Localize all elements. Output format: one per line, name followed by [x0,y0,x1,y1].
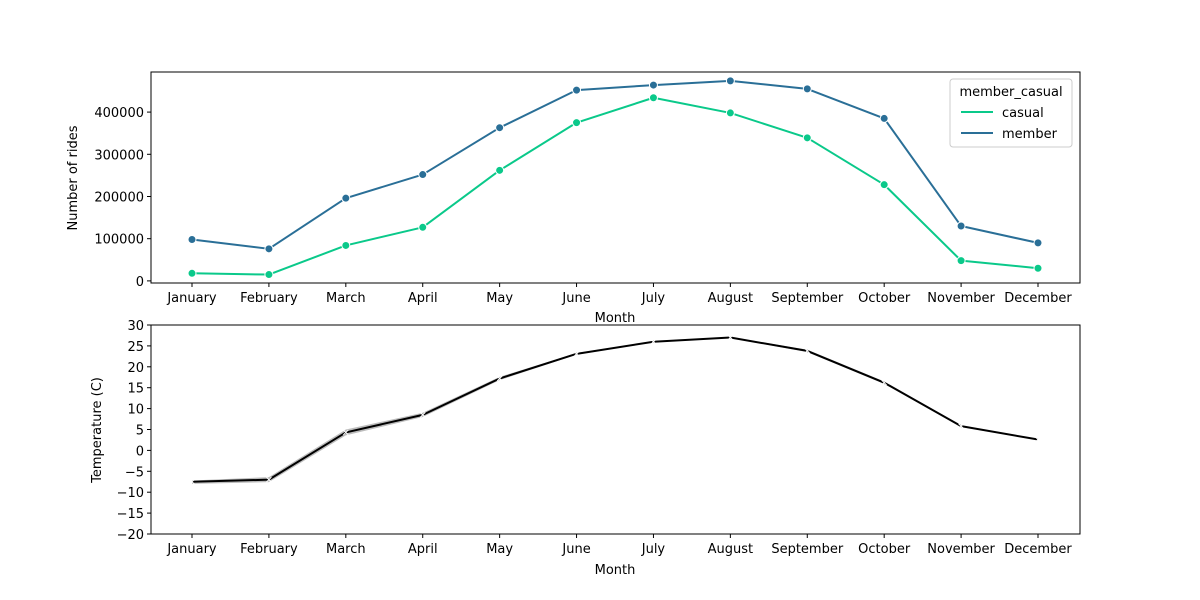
casual-data-point [725,108,735,118]
rides-chart: January February March April May June July Augu… [66,71,1081,326]
temperature-data-point [496,375,503,382]
temperature-data-point [573,350,580,357]
temperature-x-tick-label: August [708,542,754,557]
legend-title: member_casual [959,85,1062,100]
temperature-x-tick-label: September [771,542,844,557]
rides-y-tick-label: 0 [136,275,144,290]
temperature-x-tick-label: December [1004,542,1072,557]
rides-x-tick-label: November [927,291,995,306]
temperature-x-tick-label: June [561,542,590,557]
member-series-line [191,79,1039,250]
temperature-y-tick-label: 30 [127,319,144,334]
temperature-y-tick-label: −15 [117,507,144,522]
rides-x-tick-label: June [561,291,590,306]
rides-x-tick-label: April [408,291,438,306]
rides-y-tick-label: 100000 [94,233,144,248]
casual-data-point [1033,263,1043,273]
legend-label-casual: casual [1002,106,1044,121]
temperature-plot-frame [150,324,1081,535]
rides-x-tick-label: January [166,291,217,306]
rides-x-tick-label: February [240,291,298,306]
casual-data-point [648,93,658,103]
temperature-series-line [191,336,1039,483]
temperature-data-point [881,379,888,386]
member-data-point [802,84,812,94]
temperature-data-point [419,412,426,418]
temperature-y-tick-label: 20 [127,361,144,376]
casual-data-point [956,256,966,266]
temperature-y-tick-label: −10 [117,486,144,501]
member-data-point [572,85,582,95]
rides-x-axis-label: Month [595,311,636,326]
member-data-point [956,221,966,231]
casual-data-point [879,180,889,190]
temperature-data-point [650,338,657,345]
legend-label-member: member [1002,127,1058,142]
temperature-data-point [727,334,734,341]
temperature-data-point [804,348,811,354]
temperature-x-tick-label: April [408,542,438,557]
rides-x-tick-label: May [486,291,513,306]
temperature-y-tick-label: 15 [127,382,144,397]
member-data-point [495,123,505,133]
casual-data-point [341,240,351,250]
rides-x-tick-label: October [858,291,911,306]
temperature-data-point [266,476,272,483]
legend-box [949,78,1073,148]
temperature-x-tick-label: November [927,542,995,557]
casual-data-point [187,268,197,278]
temperature-y-tick-label: 5 [136,424,144,439]
rides-plot-frame [150,71,1081,284]
rides-x-tick-label: March [326,291,366,306]
rides-x-tick-label: July [641,291,666,306]
member-data-point [264,244,274,254]
casual-data-point [572,118,582,128]
temperature-chart: January February March April May June July Augu… [90,319,1081,578]
temperature-confidence-band [192,337,1038,484]
member-data-point [879,113,889,123]
temperature-x-tick-label: October [858,542,911,557]
member-data-point [725,76,735,86]
rides-x-tick-label: August [708,291,754,306]
member-data-point [418,170,428,180]
temperature-y-axis-label: Temperature (C) [90,377,105,484]
rides-y-axis-label: Number of rides [66,125,81,230]
casual-series-line [191,96,1039,276]
rides-y-tick-label: 300000 [94,148,144,163]
casual-data-point [264,270,274,280]
casual-data-point [802,133,812,143]
temperature-y-tick-label: −20 [117,528,144,543]
temperature-data-point [342,429,349,436]
temperature-x-tick-label: July [641,542,666,557]
temperature-data-point [1035,436,1041,443]
temperature-x-tick-label: March [326,542,366,557]
temperature-data-point [958,423,964,430]
temperature-x-tick-label: January [166,542,217,557]
member-data-point [187,235,197,245]
rides-x-tick-label: December [1004,291,1072,306]
legend: member_casual casual member [949,78,1073,148]
temperature-y-tick-label: 25 [127,340,144,355]
temperature-y-tick-label: −5 [125,465,144,480]
temperature-x-axis-label: Month [595,563,636,578]
member-data-point [341,193,351,203]
temperature-x-tick-label: February [240,542,298,557]
rides-x-tick-label: September [771,291,844,306]
temperature-y-tick-label: 10 [127,403,144,418]
member-data-point [648,80,658,90]
temperature-data-point [189,478,195,485]
rides-y-tick-label: 400000 [94,106,144,121]
member-data-point [1033,238,1043,248]
temperature-x-tick-label: May [486,542,513,557]
casual-data-point [418,222,428,232]
casual-data-point [495,165,505,175]
rides-y-tick-label: 200000 [94,190,144,205]
temperature-y-tick-label: 0 [136,444,144,459]
